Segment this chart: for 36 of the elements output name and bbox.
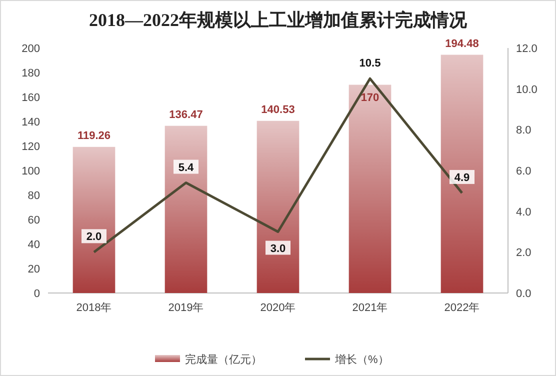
y2-tick-label: 12.0: [516, 43, 538, 55]
y-tick-label: 20: [28, 264, 40, 276]
y-tick-label: 0: [34, 288, 40, 300]
y-tick-label: 80: [28, 190, 40, 202]
x-tick-label: 2019年: [168, 302, 204, 314]
data-label: 194.48: [445, 38, 479, 50]
y-tick-label: 160: [22, 92, 40, 104]
y-tick-label: 40: [28, 239, 40, 251]
y2-tick-label: 2.0: [516, 247, 532, 260]
data-label: 3.0: [270, 242, 286, 255]
legend-label: 增长（%）: [334, 353, 389, 366]
y-tick-label: 140: [22, 116, 40, 128]
y-tick-label: 60: [28, 214, 40, 226]
data-label: 119.26: [77, 130, 111, 142]
y2-tick-label: 4.0: [516, 206, 532, 218]
y2-tick-label: 0.0: [516, 288, 532, 300]
data-label: 170: [360, 92, 380, 104]
legend-label: 完成量（亿元）: [185, 353, 262, 366]
data-label: 10.5: [359, 58, 381, 70]
y2-tick-label: 6.0: [516, 166, 532, 178]
data-label: 2.0: [86, 231, 102, 244]
data-label: 4.9: [454, 172, 470, 184]
x-tick-label: 2022年: [444, 302, 480, 314]
y2-tick-label: 10.0: [516, 84, 538, 96]
y-tick-label: 200: [22, 43, 40, 55]
data-label: 136.47: [169, 108, 203, 121]
y-tick-label: 120: [22, 141, 40, 153]
y-tick-label: 180: [22, 68, 40, 80]
data-label: 140.53: [261, 104, 295, 116]
data-label: 5.4: [178, 162, 195, 174]
x-tick-label: 2020年: [260, 302, 296, 314]
x-tick-label: 2018年: [76, 302, 112, 314]
y-tick-label: 100: [22, 166, 40, 178]
y2-tick-label: 8.0: [516, 124, 532, 137]
chart-title: 2018—2022年规模以上工业增加值累计完成情况: [89, 10, 468, 30]
x-tick-label: 2021年: [352, 302, 388, 314]
